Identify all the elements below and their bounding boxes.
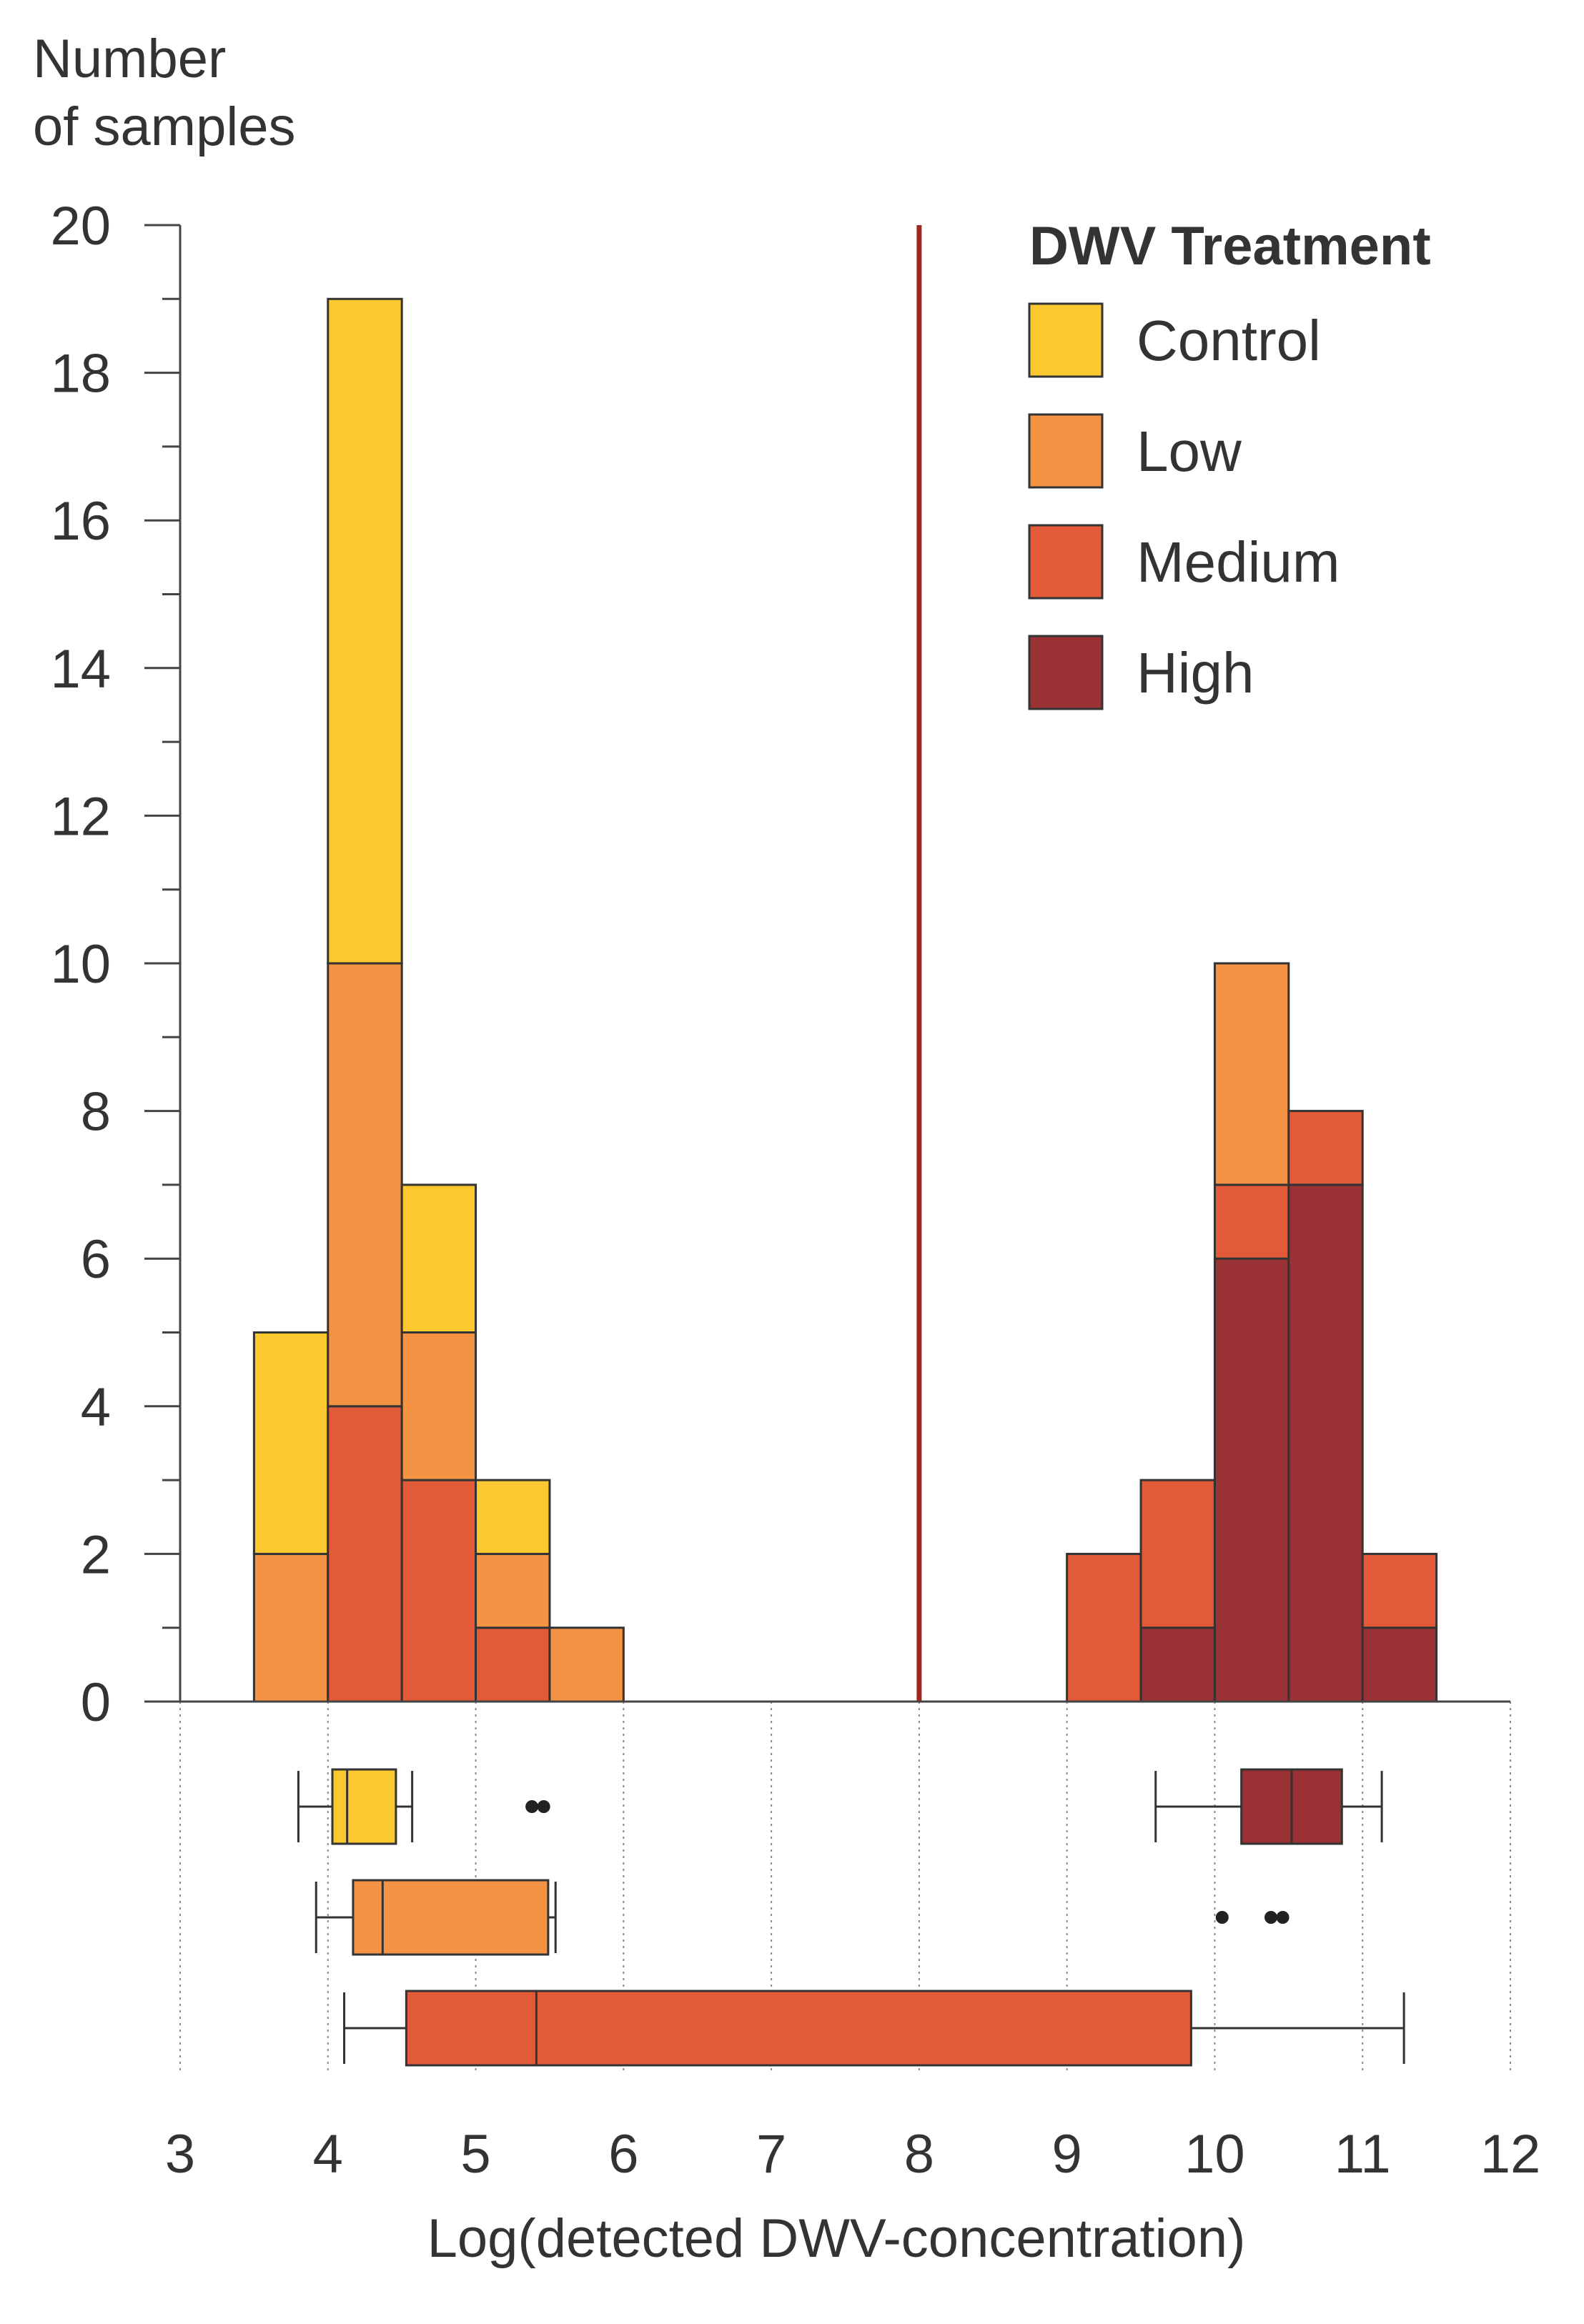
x-tick-label: 10 — [1184, 2124, 1245, 2185]
y-tick-label: 6 — [81, 1229, 111, 1290]
boxplot-medium — [343, 1990, 1405, 2067]
legend-swatch-control — [1028, 302, 1104, 378]
outlier-point — [537, 1800, 550, 1813]
y-tick-label: 12 — [50, 786, 111, 847]
legend-title: DWV Treatment — [1029, 216, 1431, 277]
bar-medium — [475, 1627, 551, 1703]
bar-low — [400, 1331, 477, 1481]
x-axis-ticks: 3 4 5 6 7 8 9 10 11 12 — [165, 2124, 1540, 2185]
bar-medium — [400, 1479, 477, 1703]
y-axis-title-line-2: of samples — [33, 96, 296, 157]
boxplot-low-extra-outliers — [1215, 1911, 1290, 1924]
bar-high — [1287, 1183, 1364, 1703]
boxplot-high — [1154, 1768, 1383, 1845]
x-tick-label: 3 — [165, 2124, 195, 2185]
bar-medium — [1066, 1552, 1142, 1703]
legend-label-control: Control — [1137, 309, 1321, 372]
bar-control — [252, 1331, 330, 1555]
bar-low — [1213, 962, 1290, 1186]
bar-low — [327, 962, 403, 1408]
y-tick-label: 10 — [50, 934, 111, 995]
bar-high — [1361, 1627, 1438, 1703]
histogram-bars — [252, 297, 1438, 1703]
bar-low — [252, 1552, 330, 1703]
bar-low — [548, 1627, 625, 1703]
boxplots — [297, 1768, 1405, 2067]
boxplot-control — [297, 1768, 550, 1845]
y-tick-label: 0 — [81, 1672, 111, 1733]
bar-medium — [1287, 1110, 1364, 1186]
y-tick-label: 8 — [81, 1082, 111, 1143]
box — [352, 1879, 550, 1956]
bar-control — [475, 1479, 551, 1555]
x-tick-label: 7 — [756, 2124, 786, 2185]
legend-label-low: Low — [1137, 419, 1242, 483]
x-tick-label: 6 — [608, 2124, 638, 2185]
bar-control — [400, 1183, 477, 1334]
bar-medium — [1361, 1552, 1438, 1629]
legend-swatch-low — [1028, 413, 1104, 489]
legend: DWV Treatment Control Low Medium High — [1028, 216, 1431, 710]
y-axis-title-line-1: Number — [33, 29, 226, 89]
y-tick-label: 16 — [50, 491, 111, 552]
y-tick-label: 4 — [81, 1377, 111, 1438]
legend-swatch-high — [1028, 635, 1104, 710]
bar-high — [1139, 1627, 1216, 1703]
bar-medium — [1213, 1183, 1290, 1260]
x-axis-title: Log(detected DWV-concentration) — [427, 2208, 1246, 2269]
legend-label-high: High — [1137, 641, 1254, 705]
box — [405, 1990, 1192, 2067]
y-tick-label: 14 — [50, 639, 111, 700]
x-tick-label: 12 — [1480, 2124, 1541, 2185]
outlier-point — [1276, 1911, 1290, 1924]
x-tick-label: 5 — [460, 2124, 490, 2185]
box — [331, 1768, 397, 1845]
legend-swatch-medium — [1028, 524, 1104, 600]
y-axis-ticks: 0 2 4 6 8 10 12 14 16 18 20 — [50, 196, 180, 1733]
outlier-point — [1264, 1911, 1278, 1924]
outlier-point — [525, 1800, 539, 1813]
x-tick-label: 4 — [313, 2124, 343, 2185]
boxplot-low — [315, 1879, 557, 1956]
y-tick-label: 2 — [81, 1524, 111, 1585]
legend-label-medium: Medium — [1137, 530, 1340, 594]
bar-low — [475, 1552, 551, 1629]
bar-medium — [1139, 1479, 1216, 1629]
bar-medium — [327, 1405, 403, 1703]
outlier-point — [1215, 1911, 1229, 1924]
bar-control — [327, 297, 403, 965]
y-tick-label: 18 — [50, 344, 111, 404]
bar-high — [1213, 1257, 1290, 1703]
y-tick-label: 20 — [50, 196, 111, 257]
x-tick-label: 11 — [1335, 2124, 1391, 2185]
x-tick-label: 9 — [1052, 2124, 1082, 2185]
x-tick-label: 8 — [904, 2124, 934, 2185]
